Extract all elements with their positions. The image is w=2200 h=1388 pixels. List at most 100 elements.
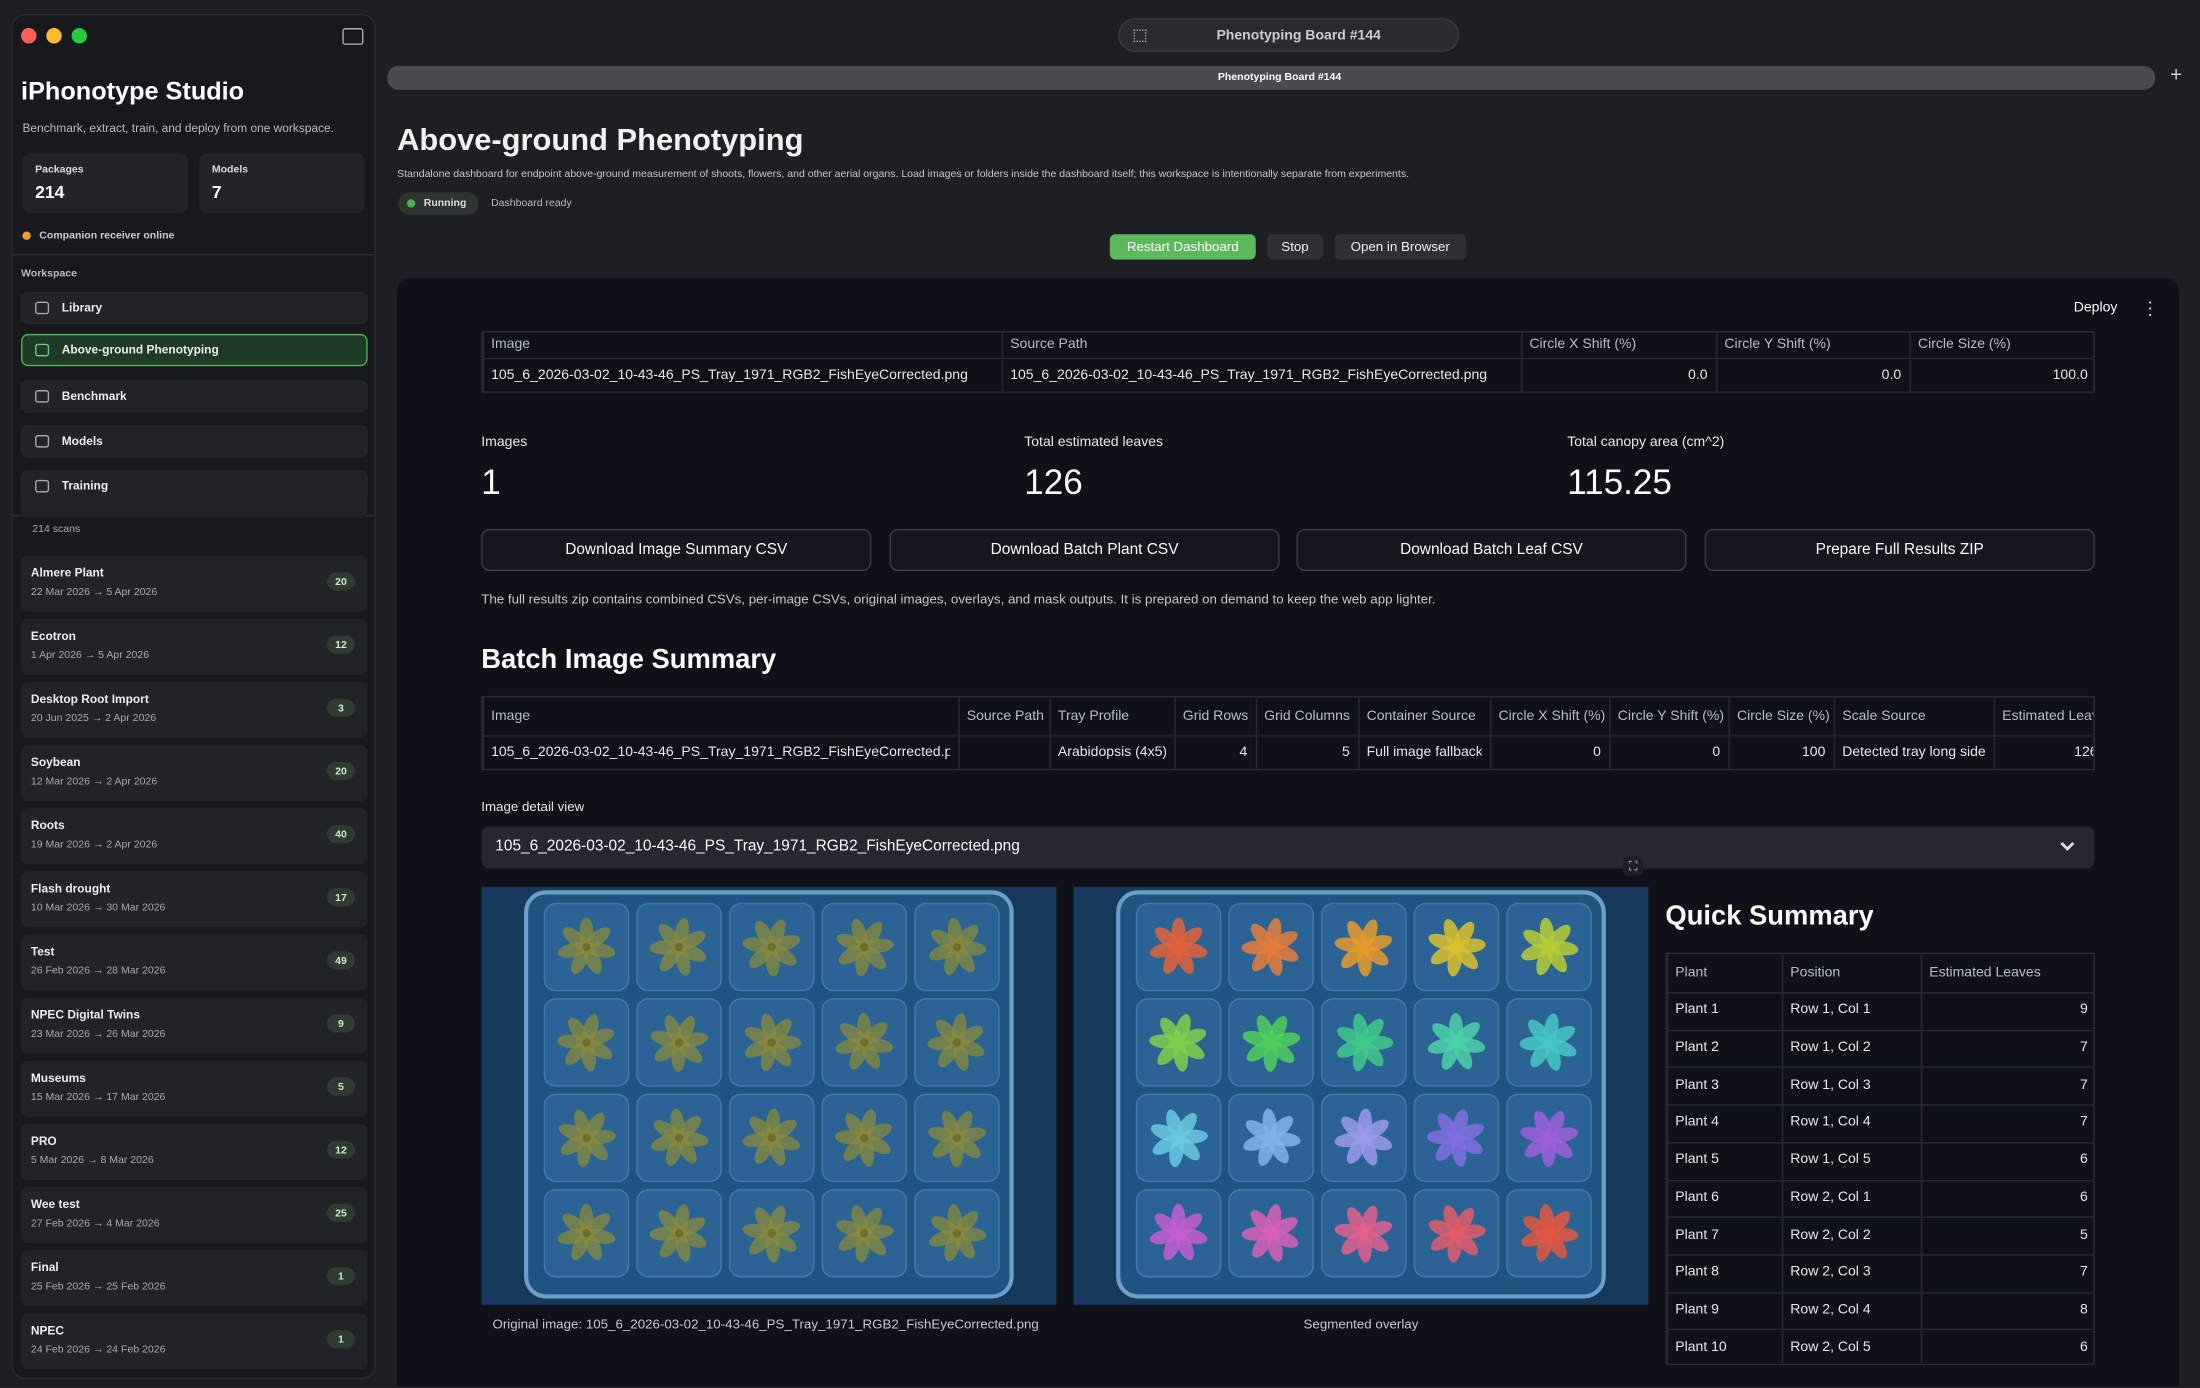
project-card[interactable]: PRO5 Mar 2026 → 8 Mar 202612 — [21, 1124, 368, 1180]
divider — [13, 254, 376, 255]
project-name: Ecotron — [31, 629, 76, 646]
column-header: Position — [1790, 963, 1918, 983]
row-divider — [1667, 1067, 2094, 1068]
column-divider — [1921, 954, 1922, 1364]
column-header: Estimated Leaves — [1929, 963, 2093, 983]
rosette-center — [1360, 1134, 1368, 1142]
tab-strip[interactable]: Phenotyping Board #144 — [387, 66, 2155, 90]
column-divider — [483, 333, 484, 392]
project-card[interactable]: Soybean12 Mar 2026 → 2 Apr 202620 — [21, 745, 368, 801]
project-count: 20 — [327, 762, 355, 780]
column-header: Tray Profile — [1058, 706, 1172, 726]
window-control[interactable] — [46, 28, 61, 43]
row-divider — [1667, 992, 2094, 993]
table-cell: 5 — [1264, 744, 1350, 764]
row-divider — [1667, 1142, 2094, 1143]
nav-item[interactable]: Above-ground Phenotyping — [21, 334, 368, 366]
page-description: Standalone dashboard for endpoint above-… — [397, 167, 1409, 182]
table-cell: 5 — [1929, 1226, 2088, 1246]
row-divider — [1667, 1292, 2094, 1293]
nav-label: Library — [62, 300, 102, 317]
action-button[interactable]: Open in Browser — [1334, 234, 1466, 259]
project-dates: 15 Mar 2026 → 17 Mar 2026 — [31, 1090, 166, 1105]
project-count: 17 — [327, 888, 355, 906]
nav-item[interactable]: Library — [21, 292, 368, 324]
table-cell: Plant 4 — [1675, 1113, 1773, 1133]
rosette-center — [675, 1229, 683, 1237]
table-cell: 0 — [1498, 744, 1600, 764]
menu-icon[interactable]: ⋮ — [2141, 299, 2149, 319]
table-cell: Row 1, Col 3 — [1790, 1076, 1912, 1096]
nav-icon — [35, 302, 49, 315]
project-card[interactable]: NPEC Digital Twins23 Mar 2026 → 26 Mar 2… — [21, 998, 368, 1054]
table-cell: 0.0 — [1724, 366, 1901, 386]
column-divider — [1521, 333, 1522, 392]
download-button[interactable]: Download Image Summary CSV — [481, 529, 871, 571]
nav-label: Above-ground Phenotyping — [62, 342, 219, 359]
results-note: The full results zip contains combined C… — [481, 591, 1435, 610]
window-control[interactable] — [21, 28, 36, 43]
download-button[interactable]: Prepare Full Results ZIP — [1705, 529, 2095, 571]
sidebar-toggle[interactable] — [342, 28, 363, 45]
project-card[interactable]: Ecotron1 Apr 2026 → 5 Apr 202612 — [21, 619, 368, 675]
action-button[interactable]: Restart Dashboard — [1110, 234, 1256, 259]
rosette-center — [860, 1134, 868, 1142]
column-header: Scale Source — [1842, 706, 1991, 726]
row-divider — [1667, 1217, 2094, 1218]
column-divider — [1002, 333, 1003, 392]
project-dates: 25 Feb 2026 → 25 Feb 2026 — [31, 1279, 166, 1294]
project-card[interactable]: Almere Plant22 Mar 2026 → 5 Apr 202620 — [21, 556, 368, 612]
table-cell: Row 2, Col 5 — [1790, 1338, 1912, 1358]
project-card[interactable]: Roots19 Mar 2026 → 2 Apr 202640 — [21, 808, 368, 864]
rosette-center — [953, 1229, 961, 1237]
rosette-center — [582, 943, 590, 951]
rosette-center — [1174, 1038, 1182, 1046]
project-card[interactable]: NPEC24 Feb 2026 → 24 Feb 20261 — [21, 1313, 368, 1369]
column-header: Circle Size (%) — [1918, 335, 2093, 355]
table-cell: Row 2, Col 3 — [1790, 1263, 1912, 1283]
table-cell: 8 — [1929, 1301, 2088, 1321]
rosette-center — [1267, 1038, 1275, 1046]
row-divider — [1667, 1329, 2094, 1330]
column-divider — [1049, 697, 1050, 769]
project-card-partial — [21, 492, 368, 517]
column-header: Image — [491, 335, 999, 355]
column-divider — [1667, 954, 1668, 1364]
nav-item[interactable]: Models — [21, 425, 368, 457]
table-cell: 126 — [2002, 744, 2095, 764]
tab-pill[interactable]: Phenotyping Board #144 — [1118, 18, 1459, 52]
project-card[interactable]: Desktop Root Import20 Jun 2025 → 2 Apr 2… — [21, 682, 368, 738]
app-title: iPhonotype Studio — [21, 75, 244, 110]
page-title: Above-ground Phenotyping — [397, 119, 803, 162]
window-control[interactable] — [72, 28, 87, 43]
project-count: 3 — [327, 699, 355, 717]
project-name: Roots — [31, 818, 65, 835]
project-card[interactable]: Wee test27 Feb 2026 → 4 Mar 202625 — [21, 1187, 368, 1243]
stat-label: Models — [212, 162, 248, 177]
tab-icon — [1134, 29, 1147, 42]
row-divider — [483, 735, 2094, 736]
data-table: ImageSource PathCircle X Shift (%)Circle… — [481, 331, 2095, 393]
column-divider — [1716, 333, 1717, 392]
project-dates: 24 Feb 2026 → 24 Feb 2026 — [31, 1342, 166, 1357]
project-count: 5 — [327, 1078, 355, 1096]
data-table: ImageSource PathTray ProfileGrid RowsGri… — [481, 696, 2095, 770]
action-button[interactable]: Stop — [1267, 234, 1323, 259]
download-button[interactable]: Download Batch Leaf CSV — [1296, 529, 1686, 571]
image-caption: Original image: 105_6_2026-03-02_10-43-4… — [492, 1317, 1038, 1336]
fullscreen-button[interactable]: ⛶ — [1623, 856, 1643, 876]
project-card[interactable]: Final25 Feb 2026 → 25 Feb 20261 — [21, 1250, 368, 1306]
project-dates: 22 Mar 2026 → 5 Apr 2026 — [31, 585, 157, 600]
new-tab[interactable]: + — [2164, 63, 2189, 88]
table-cell: Full image fallback — [1367, 744, 1482, 764]
table-cell: Row 1, Col 4 — [1790, 1113, 1912, 1133]
image-select[interactable]: 105_6_2026-03-02_10-43-46_PS_Tray_1971_R… — [481, 826, 2095, 868]
project-card[interactable]: Test26 Feb 2026 → 28 Mar 202649 — [21, 934, 368, 990]
rosette-center — [767, 943, 775, 951]
download-button[interactable]: Download Batch Plant CSV — [890, 529, 1280, 571]
table-cell: Plant 7 — [1675, 1226, 1773, 1246]
nav-item[interactable]: Benchmark — [21, 380, 368, 412]
project-card[interactable]: Museums15 Mar 2026 → 17 Mar 20265 — [21, 1061, 368, 1117]
table-cell: 6 — [1929, 1151, 2088, 1171]
project-card[interactable]: Flash drought10 Mar 2026 → 30 Mar 202617 — [21, 871, 368, 927]
